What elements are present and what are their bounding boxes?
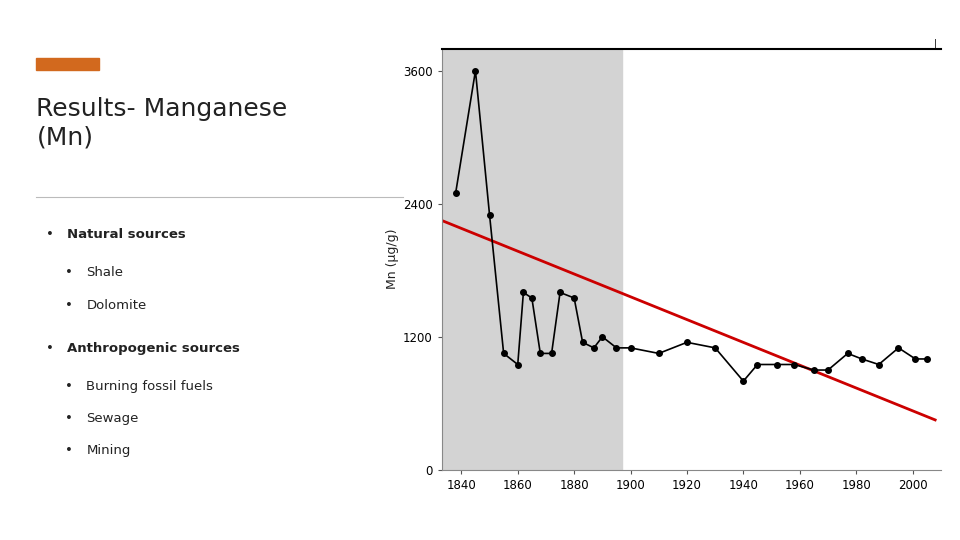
Text: •: • [46, 342, 54, 355]
Y-axis label: Mn (µg/g): Mn (µg/g) [386, 229, 398, 289]
Text: •: • [65, 412, 73, 425]
Text: •: • [65, 444, 73, 457]
Bar [442, 49, 622, 470]
Text: •: • [65, 380, 73, 393]
Text: •: • [65, 299, 73, 312]
Text: Sewage: Sewage [86, 412, 139, 425]
Text: Anthropogenic sources: Anthropogenic sources [67, 342, 240, 355]
Text: Natural sources: Natural sources [67, 228, 186, 241]
Text: Burning fossil fuels: Burning fossil fuels [86, 380, 213, 393]
Text: |: | [933, 38, 937, 49]
Text: Dolomite: Dolomite [86, 299, 147, 312]
Text: •: • [65, 266, 73, 279]
Text: Mining: Mining [86, 444, 131, 457]
Text: Results- Manganese
(Mn): Results- Manganese (Mn) [36, 97, 288, 149]
Text: Shale: Shale [86, 266, 124, 279]
Text: •: • [46, 228, 54, 241]
